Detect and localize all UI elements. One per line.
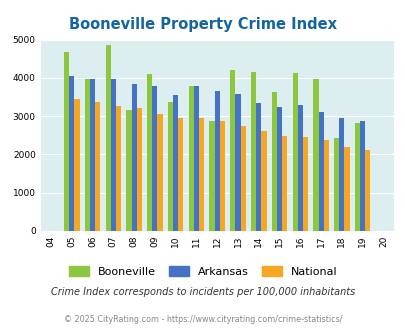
Legend: Booneville, Arkansas, National: Booneville, Arkansas, National xyxy=(64,261,341,281)
Bar xyxy=(343,147,349,231)
Bar xyxy=(271,92,276,231)
Bar xyxy=(136,108,141,231)
Bar xyxy=(323,140,328,231)
Bar xyxy=(240,126,245,231)
Bar xyxy=(292,73,297,231)
Bar xyxy=(167,102,173,231)
Bar xyxy=(250,72,256,231)
Bar xyxy=(313,79,318,231)
Bar xyxy=(198,118,204,231)
Bar xyxy=(105,45,111,231)
Bar xyxy=(131,84,136,231)
Bar xyxy=(69,76,74,231)
Bar xyxy=(302,137,307,231)
Bar xyxy=(219,121,224,231)
Bar xyxy=(147,74,152,231)
Bar xyxy=(116,106,121,231)
Bar xyxy=(261,131,266,231)
Bar xyxy=(333,138,339,231)
Text: © 2025 CityRating.com - https://www.cityrating.com/crime-statistics/: © 2025 CityRating.com - https://www.city… xyxy=(64,315,341,324)
Bar xyxy=(230,70,235,231)
Bar xyxy=(152,86,157,231)
Bar xyxy=(209,121,214,231)
Bar xyxy=(90,79,95,231)
Bar xyxy=(85,79,90,231)
Bar xyxy=(235,94,240,231)
Bar xyxy=(339,118,343,231)
Bar xyxy=(178,118,183,231)
Text: Crime Index corresponds to incidents per 100,000 inhabitants: Crime Index corresponds to incidents per… xyxy=(51,287,354,297)
Bar xyxy=(276,107,281,231)
Bar xyxy=(126,110,131,231)
Bar xyxy=(193,86,198,231)
Bar xyxy=(354,123,359,231)
Bar xyxy=(297,105,302,231)
Bar xyxy=(95,102,100,231)
Bar xyxy=(74,99,79,231)
Bar xyxy=(281,136,287,231)
Bar xyxy=(359,121,364,231)
Text: Booneville Property Crime Index: Booneville Property Crime Index xyxy=(69,17,336,32)
Bar xyxy=(256,103,261,231)
Bar xyxy=(318,112,323,231)
Bar xyxy=(157,114,162,231)
Bar xyxy=(64,52,69,231)
Bar xyxy=(111,79,116,231)
Bar xyxy=(364,150,369,231)
Bar xyxy=(188,85,193,231)
Bar xyxy=(214,91,219,231)
Bar xyxy=(173,95,178,231)
